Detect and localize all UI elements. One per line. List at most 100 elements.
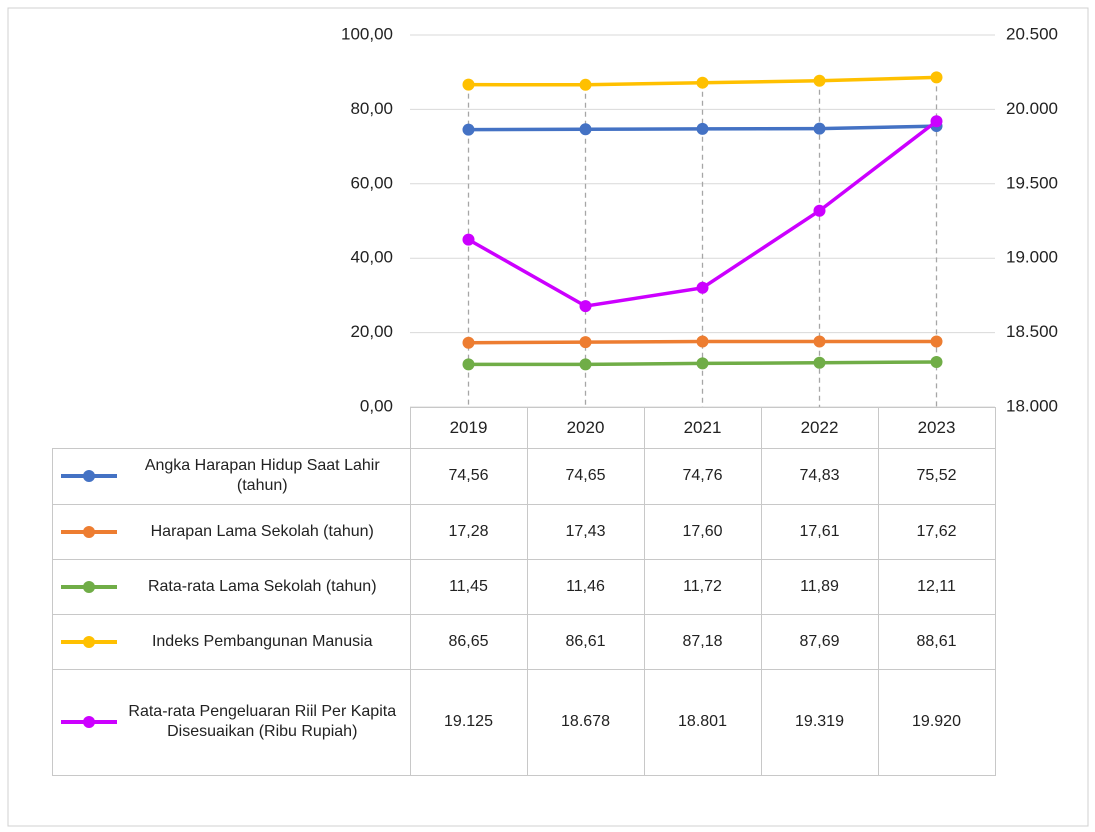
legend-cell: Indeks Pembangunan Manusia: [52, 613, 411, 670]
legend-swatch: [61, 716, 117, 728]
point: [462, 336, 475, 349]
table-row: Harapan Lama Sekolah (tahun) 17,28 17,43 17…: [52, 503, 996, 560]
data-label: 87,18: [643, 613, 762, 670]
y-tick-label: 60,00: [350, 173, 393, 192]
point: [579, 300, 592, 313]
y-tick-label: 0,00: [360, 396, 393, 415]
data-label: 74,76: [643, 447, 762, 505]
data-label: 11,72: [643, 558, 762, 615]
y-tick-label: 100,00: [341, 24, 393, 43]
legend-item: Indeks Pembangunan Manusia: [53, 632, 410, 652]
x-tick-label: 2019: [409, 407, 528, 449]
table-row: Rata-rata Pengeluaran Riil Per Kapita Di…: [52, 668, 996, 776]
y-tick-label: 20,00: [350, 322, 393, 341]
data-label: 86,61: [526, 613, 645, 670]
point: [579, 358, 592, 371]
data-label: 18.801: [643, 668, 762, 776]
legend-label: Harapan Lama Sekolah (tahun): [150, 522, 374, 540]
x-tick-label: 2020: [526, 407, 645, 449]
y2-tick-label: 20.000: [1006, 99, 1058, 118]
data-table: 2019 2020 2021 2022 2023 Angka Harapan Hidup …: [52, 407, 996, 776]
table-row: Rata-rata Lama Sekolah (tahun) 11,45 11,46…: [52, 558, 996, 615]
x-tick-label: 2022: [760, 407, 879, 449]
data-label: 12,11: [877, 558, 996, 615]
point: [696, 335, 709, 348]
point: [696, 357, 709, 370]
data-label: 74,56: [409, 447, 528, 505]
legend-swatch: [61, 635, 117, 648]
point: [696, 281, 709, 294]
point: [579, 336, 592, 349]
data-label: 74,65: [526, 447, 645, 505]
point: [579, 78, 592, 91]
legend-item: Angka Harapan Hidup Saat Lahir (tahun): [53, 456, 410, 496]
point: [462, 78, 475, 91]
point: [930, 355, 943, 368]
point: [462, 123, 475, 136]
data-label: 19.319: [760, 668, 879, 776]
y2-tick-label: 18.000: [1006, 396, 1058, 415]
point: [462, 358, 475, 371]
point: [696, 76, 709, 89]
data-label: 11,45: [409, 558, 528, 615]
legend-cell: Angka Harapan Hidup Saat Lahir (tahun): [52, 447, 411, 505]
data-label: 86,65: [409, 613, 528, 670]
y-tick-label: 40,00: [350, 248, 393, 267]
legend-swatch: [61, 580, 117, 593]
y2-tick-label: 19.500: [1006, 173, 1058, 192]
y2-tick-label: 20.500: [1006, 24, 1058, 43]
data-label: 17,28: [409, 503, 528, 560]
legend-marker: [83, 580, 95, 593]
legend-marker: [83, 635, 95, 648]
legend-label: Rata-rata Pengeluaran Riil Per Kapita Di…: [128, 703, 397, 740]
point: [813, 122, 826, 135]
legend-cell: Harapan Lama Sekolah (tahun): [52, 503, 411, 560]
point: [813, 204, 826, 217]
data-label: 17,62: [877, 503, 996, 560]
legend-swatch: [61, 470, 117, 482]
y2-tick-label: 19.000: [1006, 248, 1058, 267]
data-label: 11,89: [760, 558, 879, 615]
data-label: 19.920: [877, 668, 996, 776]
point: [930, 115, 943, 128]
header-row: 2019 2020 2021 2022 2023: [53, 407, 996, 449]
blank-cell: [53, 408, 411, 449]
legend-cell: Rata-rata Pengeluaran Riil Per Kapita Di…: [52, 668, 411, 776]
legend-marker: [83, 470, 95, 482]
y-tick-label: 80,00: [350, 99, 393, 118]
legend-label: Angka Harapan Hidup Saat Lahir (tahun): [144, 457, 380, 494]
data-label: 18.678: [526, 668, 645, 776]
data-label: 74,83: [760, 447, 879, 505]
table-row: Angka Harapan Hidup Saat Lahir (tahun) 74…: [52, 447, 996, 505]
legend-label: Rata-rata Lama Sekolah (tahun): [147, 577, 377, 595]
x-tick-label: 2021: [643, 407, 762, 449]
table-row: Indeks Pembangunan Manusia 86,65 86,61 87,1…: [52, 613, 996, 670]
data-label: 88,61: [877, 613, 996, 670]
point: [813, 335, 826, 348]
point: [579, 123, 592, 136]
point: [930, 335, 943, 348]
legend-item: Rata-rata Lama Sekolah (tahun): [53, 577, 410, 597]
legend-cell: Rata-rata Lama Sekolah (tahun): [52, 558, 411, 615]
point: [813, 356, 826, 369]
legend-item: Rata-rata Pengeluaran Riil Per Kapita Di…: [53, 702, 410, 742]
data-label: 17,43: [526, 503, 645, 560]
legend-item: Harapan Lama Sekolah (tahun): [53, 522, 410, 542]
data-label: 75,52: [877, 447, 996, 505]
x-tick-label: 2023: [877, 407, 996, 449]
data-label: 17,61: [760, 503, 879, 560]
data-label: 17,60: [643, 503, 762, 560]
point: [696, 122, 709, 135]
legend-marker: [83, 716, 95, 728]
data-label: 19.125: [409, 668, 528, 776]
point: [930, 71, 943, 84]
legend-label: Indeks Pembangunan Manusia: [151, 632, 373, 650]
point: [462, 233, 475, 246]
legend-swatch: [61, 525, 117, 538]
legend-marker: [83, 525, 95, 538]
data-label: 87,69: [760, 613, 879, 670]
y2-tick-label: 18.500: [1006, 322, 1058, 341]
data-label: 11,46: [526, 558, 645, 615]
